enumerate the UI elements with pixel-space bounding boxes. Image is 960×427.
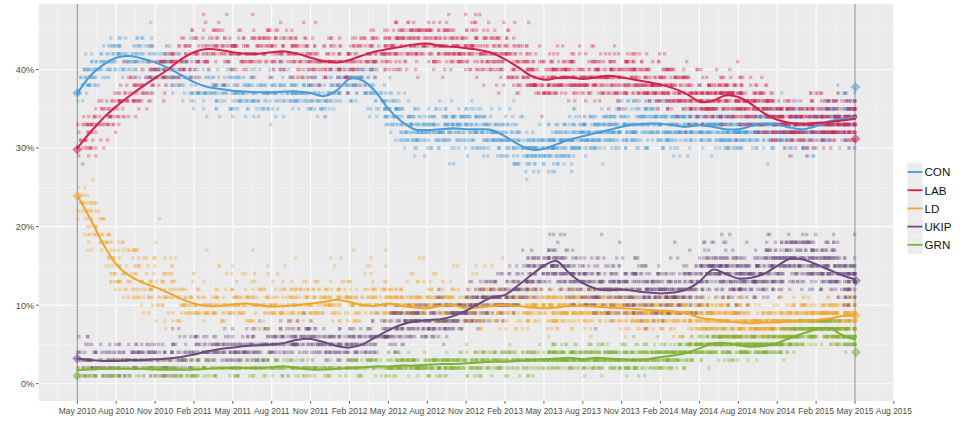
svg-text:Feb 2015: Feb 2015: [798, 406, 834, 416]
svg-text:May 2012: May 2012: [370, 406, 407, 416]
svg-text:Feb 2013: Feb 2013: [487, 406, 523, 416]
svg-text:Nov 2010: Nov 2010: [137, 406, 173, 416]
svg-text:Aug 2013: Aug 2013: [565, 406, 601, 416]
svg-text:UKIP: UKIP: [925, 220, 952, 233]
svg-text:LD: LD: [925, 202, 940, 215]
svg-text:10%: 10%: [16, 301, 34, 311]
svg-text:May 2013: May 2013: [525, 406, 562, 416]
svg-text:Aug 2010: Aug 2010: [98, 406, 134, 416]
svg-text:LAB: LAB: [925, 184, 947, 197]
svg-text:Feb 2011: Feb 2011: [176, 406, 211, 416]
svg-text:Nov 2013: Nov 2013: [604, 406, 640, 416]
svg-text:GRN: GRN: [925, 238, 951, 251]
svg-text:Aug 2015: Aug 2015: [876, 406, 912, 416]
svg-text:Feb 2012: Feb 2012: [332, 406, 368, 416]
svg-text:May 2011: May 2011: [215, 406, 252, 416]
svg-text:CON: CON: [925, 165, 951, 178]
svg-text:May 2010: May 2010: [59, 406, 96, 416]
svg-text:Aug 2014: Aug 2014: [720, 406, 756, 416]
svg-text:30%: 30%: [16, 143, 34, 153]
svg-text:20%: 20%: [16, 222, 34, 232]
svg-text:Feb 2014: Feb 2014: [643, 406, 679, 416]
svg-text:0%: 0%: [21, 379, 34, 389]
svg-text:Nov 2014: Nov 2014: [759, 406, 795, 416]
svg-text:40%: 40%: [16, 65, 34, 75]
svg-text:Nov 2011: Nov 2011: [293, 406, 329, 416]
svg-text:Aug 2012: Aug 2012: [409, 406, 445, 416]
svg-text:May 2014: May 2014: [681, 406, 718, 416]
svg-text:May 2015: May 2015: [836, 406, 873, 416]
svg-text:Aug 2011: Aug 2011: [254, 406, 290, 416]
svg-text:Nov 2012: Nov 2012: [448, 406, 484, 416]
